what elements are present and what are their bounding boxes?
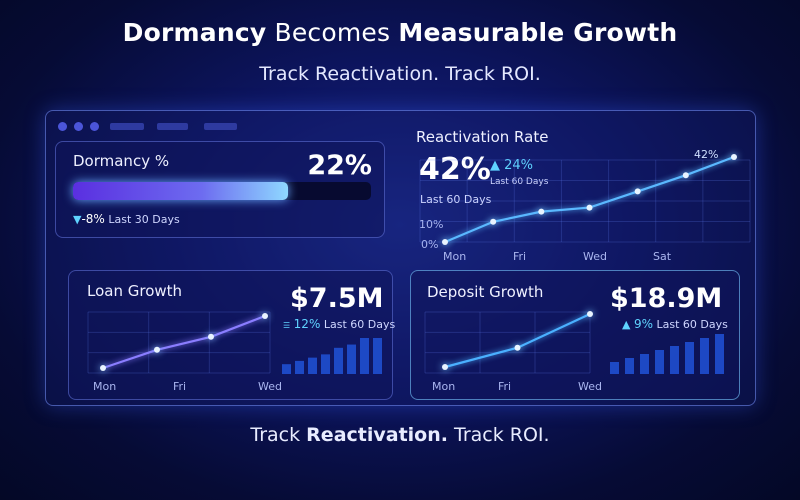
loan-delta: ☰ 12% Last 60 Days	[283, 317, 396, 331]
x-tick: Fri	[513, 250, 527, 263]
deposit-bar	[640, 354, 649, 374]
x-tick: Fri	[498, 380, 512, 393]
deposit-delta: ▲ 9% Last 60 Days	[622, 317, 728, 331]
dormancy-progress-fill	[73, 182, 288, 200]
loan-bar	[373, 338, 382, 374]
reactivation-value: 42%	[419, 152, 491, 187]
reactivation-line	[444, 155, 735, 244]
dormancy-delta: ▼-8% Last 30 Days	[73, 212, 180, 226]
dormancy-progress-bar	[73, 182, 371, 200]
window-dot[interactable]	[74, 122, 83, 131]
dormancy-value: 22%	[307, 150, 372, 181]
window-tab[interactable]	[110, 123, 144, 130]
loan-bar	[334, 347, 343, 374]
deposit-value: $18.9M	[610, 283, 723, 314]
deposit-bar	[715, 334, 724, 374]
data-point	[682, 172, 689, 179]
x-tick: Sat	[653, 250, 672, 263]
x-tick: Wed	[258, 380, 282, 393]
y-tick: 10%	[419, 218, 444, 231]
loan-bar	[308, 357, 317, 374]
x-tick: Fri	[173, 380, 187, 393]
loan-bar	[347, 344, 356, 374]
x-tick: Wed	[578, 380, 602, 393]
dormancy-title: Dormancy %	[73, 152, 170, 170]
data-point	[538, 208, 545, 215]
window-dot[interactable]	[90, 122, 99, 131]
deposit-title: Deposit Growth	[427, 283, 544, 301]
data-point	[490, 218, 497, 225]
x-tick: Wed	[583, 250, 607, 263]
deposit-bar	[625, 358, 634, 374]
data-point	[442, 364, 448, 370]
data-point	[586, 204, 593, 211]
deposit-bar	[700, 338, 709, 374]
data-point	[100, 365, 106, 371]
loan-bar	[321, 354, 330, 374]
triangle-up-icon: ▲	[622, 318, 631, 331]
reactivation-delta: ▲ 24%	[490, 158, 534, 173]
data-point	[634, 188, 641, 195]
loan-growth-line	[102, 314, 266, 370]
reactivation-delta-period: Last 60 Days	[490, 177, 549, 187]
loan-bar	[360, 338, 369, 374]
loan-bar	[282, 364, 291, 374]
deposit-growth-line	[444, 313, 591, 369]
data-point	[587, 311, 593, 317]
x-tick: Mon	[93, 380, 117, 393]
reactivation-end-label: 42%	[694, 148, 719, 161]
page-title: Dormancy Becomes Measurable Growth	[122, 18, 678, 47]
reactivation-title: Reactivation Rate	[416, 128, 549, 146]
loan-bar	[295, 360, 304, 374]
loan-value: $7.5M	[290, 283, 384, 314]
data-point	[208, 333, 214, 340]
stack-icon: ☰	[283, 321, 291, 330]
deposit-bar	[670, 346, 679, 374]
deposit-bar	[655, 350, 664, 374]
deposit-growth-card	[410, 270, 740, 400]
reactivation-period: Last 60 Days	[420, 193, 492, 206]
data-point	[154, 346, 160, 353]
deposit-bar	[610, 362, 619, 374]
footer-tagline: Track Reactivation. Track ROI.	[250, 424, 550, 446]
x-tick: Mon	[443, 250, 467, 263]
triangle-down-icon: ▼	[73, 213, 82, 226]
data-point	[442, 239, 448, 245]
y-tick: 0%	[421, 238, 439, 251]
data-point	[514, 344, 521, 351]
x-tick: Mon	[432, 380, 456, 393]
window-dot[interactable]	[58, 122, 67, 131]
window-tab[interactable]	[157, 123, 188, 130]
loan-growth-card	[68, 270, 393, 400]
data-point	[731, 154, 737, 160]
triangle-up-icon: ▲	[490, 158, 500, 173]
data-point	[262, 313, 268, 319]
page-subtitle: Track Reactivation. Track ROI.	[259, 63, 541, 85]
deposit-bar	[685, 342, 694, 374]
loan-title: Loan Growth	[87, 282, 183, 300]
window-tab[interactable]	[204, 123, 237, 130]
